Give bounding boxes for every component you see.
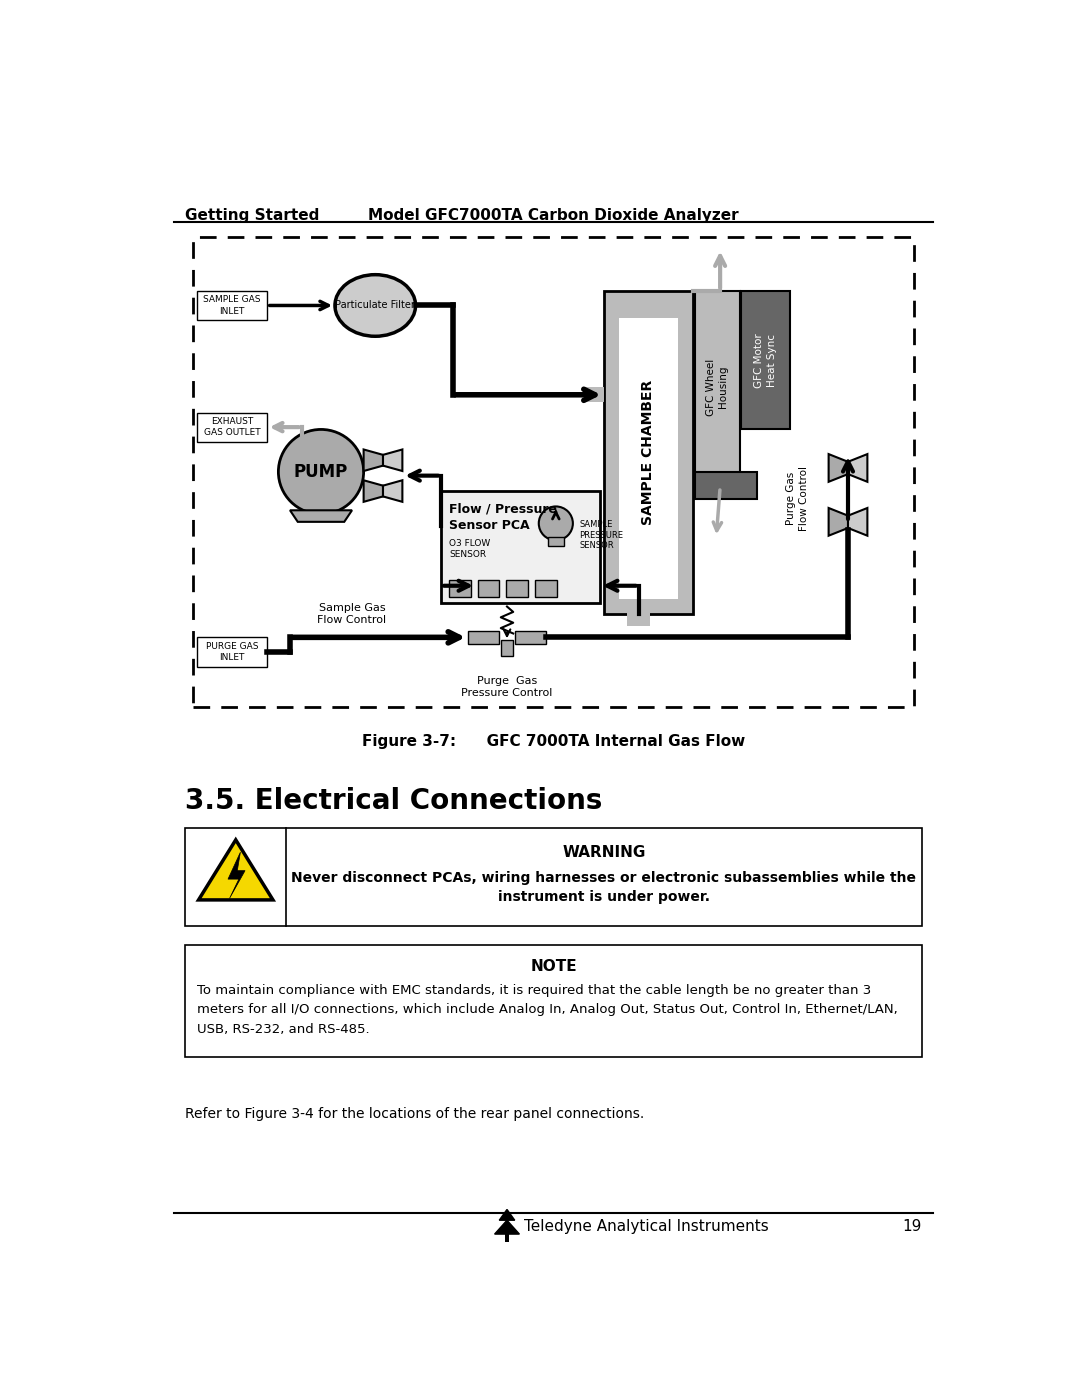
Polygon shape [383, 450, 403, 471]
Text: Purge Gas
Flow Control: Purge Gas Flow Control [786, 467, 809, 531]
Text: EXHAUST
GAS OUTLET: EXHAUST GAS OUTLET [203, 418, 260, 437]
Polygon shape [383, 481, 403, 502]
Ellipse shape [335, 275, 416, 337]
Text: Flow / Pressure
Sensor PCA: Flow / Pressure Sensor PCA [449, 503, 557, 532]
Bar [197, 412, 267, 441]
Bar [535, 580, 556, 598]
Polygon shape [228, 852, 245, 898]
Text: GFC Motor
Heat Sync: GFC Motor Heat Sync [754, 332, 777, 387]
Text: Teledyne Analytical Instruments: Teledyne Analytical Instruments [524, 1220, 769, 1234]
Bar [197, 291, 267, 320]
Bar [197, 637, 267, 666]
Polygon shape [291, 510, 352, 522]
Bar [186, 828, 921, 926]
Bar [694, 291, 740, 483]
Polygon shape [495, 1220, 519, 1234]
Polygon shape [848, 509, 867, 535]
Polygon shape [499, 1210, 515, 1220]
Polygon shape [828, 509, 848, 535]
Text: Purge  Gas
Pressure Control: Purge Gas Pressure Control [461, 676, 553, 698]
Text: SAMPLE
PRESSURE
SENSOR: SAMPLE PRESSURE SENSOR [579, 520, 623, 550]
Bar [449, 580, 471, 598]
Text: Never disconnect PCAs, wiring harnesses or electronic subassemblies while the: Never disconnect PCAs, wiring harnesses … [292, 870, 916, 884]
Text: Refer to Figure 3-4 for the locations of the rear panel connections.: Refer to Figure 3-4 for the locations of… [186, 1106, 645, 1120]
Text: Sample Gas
Flow Control: Sample Gas Flow Control [318, 602, 387, 624]
Text: SAMPLE GAS
INLET: SAMPLE GAS INLET [203, 295, 260, 316]
Polygon shape [364, 450, 383, 471]
Text: Particulate Filter: Particulate Filter [335, 300, 415, 310]
Text: instrument is under power.: instrument is under power. [498, 890, 710, 904]
Bar [186, 946, 921, 1058]
Bar [504, 1234, 510, 1242]
Bar [619, 317, 677, 599]
Text: 3.5. Electrical Connections: 3.5. Electrical Connections [186, 788, 603, 816]
Bar [548, 538, 564, 546]
Bar [501, 640, 513, 655]
Circle shape [279, 429, 364, 514]
Bar [441, 490, 600, 602]
Polygon shape [848, 454, 867, 482]
Text: O3 FLOW
SENSOR: O3 FLOW SENSOR [449, 539, 490, 559]
Text: Getting Started: Getting Started [186, 208, 320, 222]
Bar [507, 580, 528, 598]
Text: To maintain compliance with EMC standards, it is required that the cable length : To maintain compliance with EMC standard… [197, 983, 897, 1035]
Bar [477, 580, 499, 598]
Bar [604, 291, 693, 615]
Bar [469, 631, 499, 644]
Text: NOTE: NOTE [530, 960, 577, 974]
Circle shape [539, 507, 572, 541]
Text: PURGE GAS
INLET: PURGE GAS INLET [205, 641, 258, 662]
Bar [515, 631, 545, 644]
Bar [741, 291, 789, 429]
Text: WARNING: WARNING [563, 845, 646, 861]
Bar [627, 610, 650, 626]
Text: GFC Wheel
Housing: GFC Wheel Housing [706, 359, 728, 416]
FancyArrow shape [584, 387, 604, 402]
Text: 19: 19 [902, 1220, 921, 1234]
Text: SAMPLE CHAMBER: SAMPLE CHAMBER [642, 380, 656, 525]
Text: PUMP: PUMP [294, 462, 348, 481]
Polygon shape [199, 840, 273, 900]
Text: Model GFC7000TA Carbon Dioxide Analyzer: Model GFC7000TA Carbon Dioxide Analyzer [368, 208, 739, 222]
Polygon shape [828, 454, 848, 482]
Bar [694, 472, 757, 499]
Bar [604, 291, 693, 615]
Polygon shape [364, 481, 383, 502]
Text: Figure 3-7:  GFC 7000TA Internal Gas Flow: Figure 3-7: GFC 7000TA Internal Gas Flow [362, 733, 745, 749]
